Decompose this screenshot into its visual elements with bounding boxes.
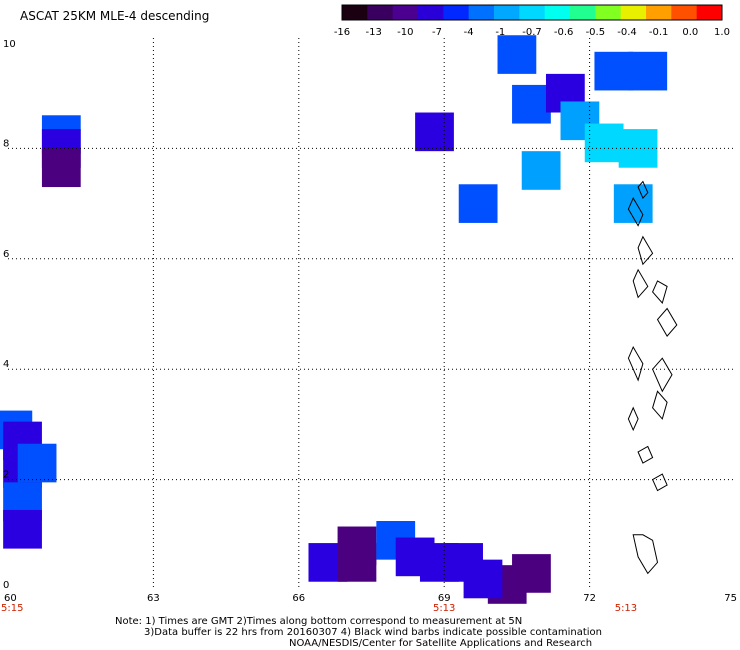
note-line-3: NOAA/NESDIS/Center for Satellite Applica… (289, 638, 593, 649)
coastline-island (652, 280, 668, 305)
data-cell (41, 148, 81, 188)
y-tick-label: 10 (3, 39, 16, 50)
coastline-island (652, 390, 668, 420)
y-tick-label: 8 (3, 138, 9, 149)
coastline-island (627, 345, 644, 382)
colorbar-label: -0.1 (649, 27, 669, 38)
colorbar-label: -0.5 (586, 27, 606, 38)
x-tick-label: 75 (724, 593, 737, 604)
colorbar-label: -13 (365, 27, 381, 38)
x-tick-label: 60 (4, 593, 17, 604)
colorbar-segment (418, 5, 444, 20)
colorbar-segment (494, 5, 520, 20)
data-cell (512, 84, 551, 124)
colorbar-segment (696, 5, 723, 20)
y-tick-label: 4 (3, 359, 9, 370)
colorbar-segment (443, 5, 470, 20)
time-label: 5:13 (615, 603, 637, 614)
data-cell (17, 443, 57, 483)
colorbar-frame (341, 4, 723, 21)
coastline-island (632, 534, 659, 575)
colorbar-segment (671, 5, 698, 20)
colorbar-label: 0.0 (682, 27, 698, 38)
x-tick-label: 69 (438, 593, 451, 604)
data-cell (415, 112, 454, 152)
data-cell (521, 151, 561, 190)
x-tick-label: 72 (583, 593, 596, 604)
coastline-island (627, 406, 639, 432)
data-cell (497, 35, 537, 74)
colorbar-segment (595, 5, 622, 20)
coastline-island (627, 197, 644, 227)
time-label: 5:15 (1, 603, 23, 614)
colorbar-segment (620, 5, 647, 20)
coastline-island (651, 473, 668, 492)
data-cell (618, 129, 658, 168)
y-tick-label: 0 (3, 580, 9, 591)
coastline-island (637, 445, 654, 464)
colorbar-segment (342, 5, 368, 20)
coastline-island (632, 268, 649, 299)
data-cell (337, 526, 377, 566)
coastline-island (652, 357, 673, 393)
colorbar-label: 1.0 (714, 27, 730, 38)
note-line-2: 3)Data buffer is 22 hrs from 20160307 4)… (144, 627, 602, 638)
coastline-island (637, 180, 649, 200)
colorbar-label: -7 (432, 27, 442, 38)
colorbar-segment (544, 5, 571, 20)
colorbar-segment (519, 5, 546, 20)
coastline-island (637, 235, 654, 266)
data-cell (584, 123, 624, 163)
colorbar-label: -16 (334, 27, 350, 38)
data-cell (512, 554, 551, 593)
x-tick-label: 63 (147, 593, 160, 604)
data-cell (463, 559, 503, 599)
data-cell (628, 51, 668, 91)
data-cell (458, 184, 498, 223)
time-label: 5:13 (433, 603, 455, 614)
colorbar-segment (392, 5, 419, 20)
coastline-island (656, 307, 678, 337)
colorbar-label: -0.6 (554, 27, 574, 38)
note-line-1: Note: 1) Times are GMT 2)Times along bot… (115, 616, 523, 627)
colorbar-segment (646, 5, 672, 20)
colorbar-label: -0.7 (522, 27, 542, 38)
y-tick-label: 2 (3, 470, 9, 481)
data-cell (594, 51, 634, 91)
data-cell (3, 509, 42, 549)
colorbar-label: -0.4 (617, 27, 637, 38)
colorbar-segment (367, 5, 394, 20)
x-tick-label: 66 (292, 593, 305, 604)
colorbar-label: -10 (397, 27, 413, 38)
colorbar-segment (570, 5, 596, 20)
y-tick-label: 6 (3, 249, 9, 260)
colorbar-segment (468, 5, 495, 20)
colorbar-label: -1 (495, 27, 505, 38)
chart-title: ASCAT 25KM MLE-4 descending (20, 9, 210, 23)
colorbar-label: -4 (464, 27, 474, 38)
